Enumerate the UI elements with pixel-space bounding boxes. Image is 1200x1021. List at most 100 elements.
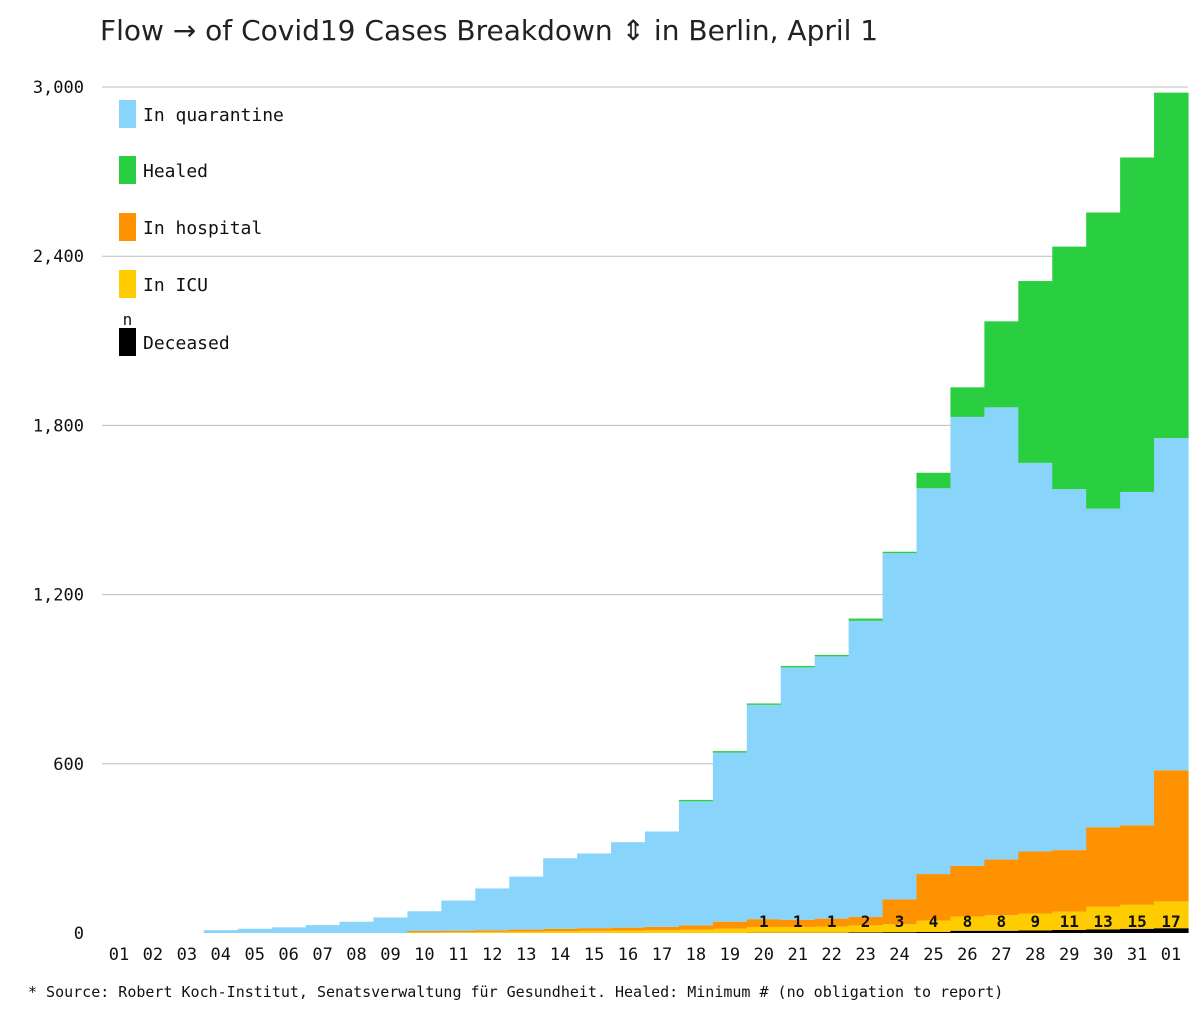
legend-swatch-in-quarantine	[119, 100, 136, 128]
bar-segment-in-icu	[916, 920, 952, 932]
bar-segment-deceased	[848, 932, 884, 933]
bar-segment-in-hospital	[882, 899, 918, 925]
bar-segment-healed	[984, 321, 1019, 408]
legend-swatch-in-hospital	[119, 213, 136, 241]
bar-segment-in-hospital	[611, 927, 646, 931]
bar-segment-in-quarantine	[475, 888, 510, 931]
deceased-data-label: 9	[1030, 912, 1040, 931]
bar-segment-in-quarantine	[712, 752, 748, 922]
bar-segment-in-quarantine	[373, 917, 409, 933]
deceased-data-label: 15	[1127, 912, 1146, 931]
bar-segment-in-quarantine	[543, 858, 578, 929]
bar-segment-in-icu	[746, 927, 782, 933]
bar-segment-in-hospital	[1154, 770, 1189, 902]
bar-segment-in-quarantine	[950, 416, 985, 866]
bar-segment-in-icu	[543, 931, 578, 933]
bar-segment-in-icu	[848, 925, 884, 933]
x-tick-label: 26	[957, 945, 977, 965]
legend-swatch-deceased	[119, 328, 136, 356]
bar-segment-in-icu	[780, 927, 816, 933]
x-tick-label: 23	[855, 945, 875, 965]
bar-segment-deceased	[1120, 928, 1155, 933]
bar-segment-in-hospital	[916, 874, 952, 921]
y-tick-label: 2,400	[33, 247, 84, 267]
legend: In quarantine Healed In hospital In ICU Dece…	[119, 100, 284, 356]
x-tick-label: 16	[618, 945, 638, 965]
bar-segment-in-quarantine	[611, 842, 646, 928]
x-tick-label: 09	[380, 945, 400, 965]
x-axis-tick-labels: 01 02 03 04 05 06 07 08 09 10 11 12 13 14 15 16 17 18 19 20…	[109, 945, 1182, 965]
bar-segment-in-hospital	[678, 925, 714, 930]
deceased-data-labels: 1 1 1 2 3 4 8 8 9 11 13 15 17	[759, 912, 1181, 931]
bar-segment-in-quarantine	[780, 667, 816, 920]
x-tick-label: 31	[1127, 945, 1147, 965]
bar-segment-healed	[712, 751, 748, 753]
deceased-data-label: 1	[793, 912, 803, 931]
bars	[203, 92, 1189, 933]
bar-segment-in-icu	[1086, 906, 1121, 930]
bar-segment-healed	[950, 387, 985, 417]
x-tick-label: 06	[278, 945, 298, 965]
bar-segment-in-hospital	[577, 928, 612, 931]
bar-segment-in-hospital	[441, 930, 476, 933]
legend-deceased-marker: n	[123, 310, 133, 329]
y-tick-label: 1,200	[33, 586, 84, 606]
bar-segment-in-icu	[577, 930, 612, 933]
deceased-data-label: 2	[861, 912, 871, 931]
bar-segment-healed	[1154, 92, 1189, 439]
bar-segment-in-icu	[611, 930, 646, 933]
legend-swatch-healed	[119, 156, 136, 184]
x-tick-label: 19	[720, 945, 740, 965]
bar-segment-in-hospital	[407, 931, 442, 933]
bar-segment-in-icu	[645, 930, 680, 933]
bar-segment-healed	[780, 665, 816, 668]
bar-segment-in-icu	[509, 931, 544, 933]
x-tick-label: 05	[244, 945, 264, 965]
bar-segment-in-quarantine	[339, 921, 375, 933]
bar-segment-in-quarantine	[1154, 438, 1189, 771]
bar-segment-deceased	[1052, 929, 1087, 933]
bar-segment-in-hospital	[1018, 851, 1053, 914]
x-tick-label: 29	[1059, 945, 1079, 965]
source-note: * Source: Robert Koch-Institut, Senatsve…	[28, 983, 1004, 1001]
bar-segment-in-quarantine	[1018, 462, 1053, 852]
bar-segment-in-hospital	[950, 865, 985, 917]
x-tick-label: 18	[686, 945, 706, 965]
bar-segment-healed	[1086, 212, 1121, 509]
y-tick-label: 1,800	[33, 416, 84, 436]
x-tick-label: 08	[346, 945, 366, 965]
legend-swatch-in-icu	[119, 270, 136, 298]
bar-segment-in-quarantine	[271, 927, 307, 933]
deceased-data-label: 3	[895, 912, 905, 931]
bar-segment-in-quarantine	[916, 488, 952, 875]
legend-label: In quarantine	[143, 105, 284, 126]
bar-segment-healed	[916, 472, 952, 489]
x-tick-label: 01	[109, 945, 129, 965]
bar-segment-in-icu	[1120, 904, 1155, 929]
bar-segment-healed	[1052, 246, 1087, 490]
bar-segment-healed	[848, 618, 884, 621]
bar-segment-healed	[882, 551, 918, 554]
chart-title: Flow → of Covid19 Cases Breakdown ⇕ in B…	[100, 14, 879, 47]
x-tick-label: 04	[211, 945, 231, 965]
bar-segment-in-hospital	[475, 930, 510, 932]
bar-segment-in-quarantine	[814, 656, 850, 919]
y-tick-label: 600	[53, 755, 84, 775]
bar-segment-deceased	[916, 931, 952, 933]
deceased-data-label: 17	[1161, 912, 1180, 931]
bar-segment-in-hospital	[780, 919, 816, 928]
x-tick-label: 11	[448, 945, 468, 965]
x-tick-label: 13	[516, 945, 536, 965]
x-tick-label: 02	[143, 945, 163, 965]
x-tick-label: 24	[889, 945, 909, 965]
bar-segment-in-quarantine	[1052, 489, 1087, 851]
bar-segment-in-quarantine	[237, 928, 273, 933]
bar-segment-in-hospital	[712, 921, 748, 929]
deceased-data-label: 1	[759, 912, 769, 931]
bar-segment-in-icu	[882, 924, 918, 933]
bar-segment-in-quarantine	[984, 407, 1019, 860]
bar-segment-in-icu	[1018, 913, 1053, 931]
bar-segment-in-quarantine	[746, 704, 782, 920]
legend-label: In ICU	[143, 275, 208, 296]
